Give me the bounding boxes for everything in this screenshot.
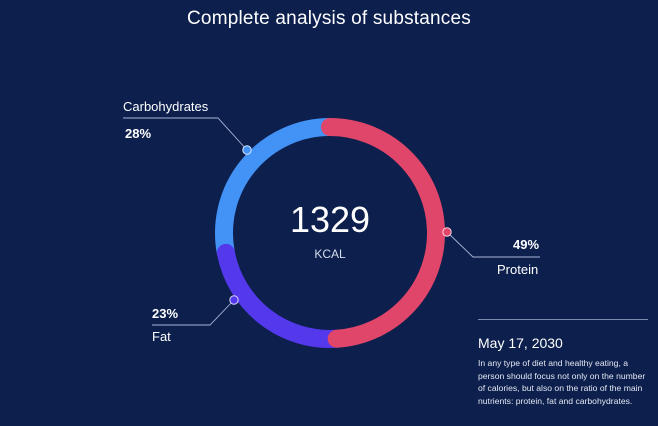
protein-percent: 49%: [513, 237, 540, 252]
protein-label: Protein: [497, 262, 539, 277]
center-total: 1329: [290, 199, 370, 240]
fat-leader-line: [152, 299, 235, 326]
carbohydrates-leader-line: [123, 117, 248, 151]
carbohydrates-arc: [215, 118, 339, 262]
note-divider: [478, 319, 648, 320]
fat-marker: [229, 295, 239, 305]
chart-title: Complete analysis of substances: [187, 8, 471, 29]
fat-arc: [216, 243, 346, 348]
protein-arc: [321, 118, 445, 348]
note-description: In any type of diet and healthy eating, …: [478, 358, 646, 406]
carbohydrates-percent: 28%: [125, 126, 152, 141]
fat-label: Fat: [152, 329, 171, 344]
carbohydrates-label: Carbohydrates: [123, 99, 209, 114]
protein-marker: [442, 227, 452, 237]
center-unit: KCAL: [314, 247, 346, 261]
carbohydrates-marker: [242, 145, 252, 155]
note-date: May 17, 2030: [478, 335, 563, 351]
fat-percent: 23%: [152, 306, 179, 321]
donut-arcs: [215, 118, 445, 348]
protein-leader-line: [446, 231, 540, 258]
